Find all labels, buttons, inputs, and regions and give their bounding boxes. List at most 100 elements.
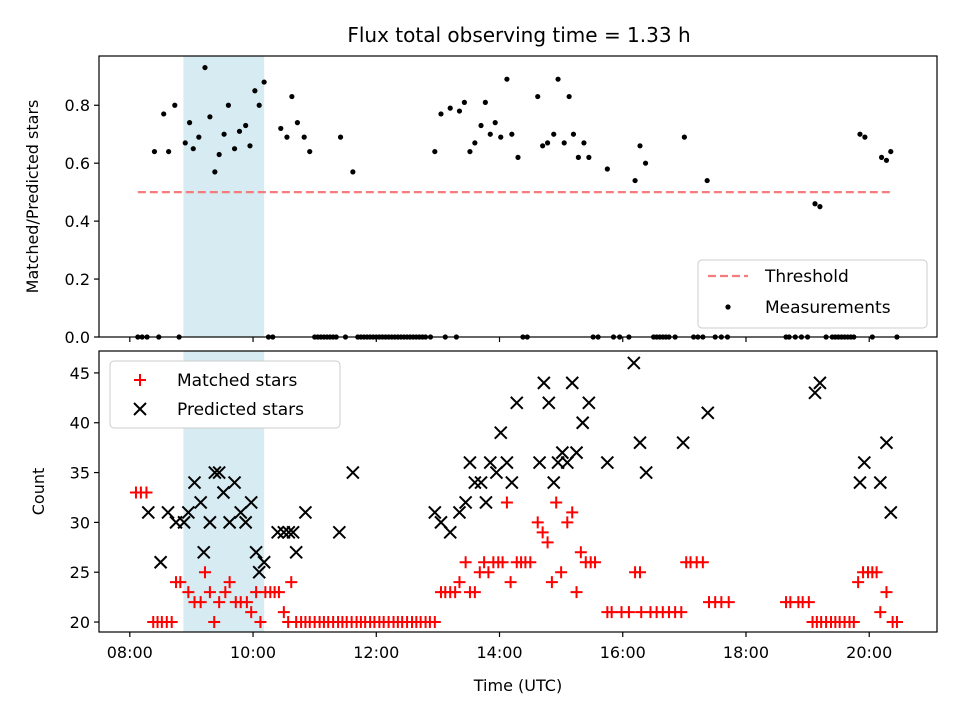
measurement-point: [566, 93, 572, 100]
predicted-point: [234, 505, 248, 520]
measurement-point: [862, 134, 868, 140]
predicted-point: [463, 455, 477, 470]
measurement-point: [535, 93, 541, 100]
measurement-point: [202, 64, 208, 71]
measurements-legend-swatch: [725, 304, 731, 310]
matched-point: [622, 606, 635, 619]
matched-point: [675, 606, 688, 619]
matched-point: [545, 576, 558, 589]
predicted-point: [249, 545, 263, 559]
predicted-point: [181, 505, 196, 520]
predicted-point: [808, 386, 822, 400]
ratio-ytick-label: 0.6: [65, 154, 90, 173]
measurement-point: [586, 154, 592, 160]
ratio-ylabel: Matched/Predicted stars: [23, 100, 42, 294]
ratio-ytick-label: 0.8: [65, 96, 90, 115]
predicted-point: [633, 435, 647, 450]
count-legend: Matched stars Predicted stars: [109, 360, 341, 429]
predicted-point: [701, 406, 715, 420]
count-xtick-label: 08:00: [107, 643, 153, 662]
measurement-point: [561, 140, 567, 146]
highlight-span: [183, 56, 265, 337]
measurement-point: [642, 160, 649, 166]
measurement-point: [883, 157, 890, 163]
predicted-point: [500, 455, 514, 470]
predicted-point: [346, 465, 360, 480]
matched-point: [847, 616, 860, 629]
measurement-point: [161, 111, 167, 117]
matched-point: [550, 496, 563, 509]
matched-point: [536, 526, 549, 539]
predicted-legend-swatch: [133, 402, 147, 416]
predicted-point: [555, 445, 570, 460]
measurement-point: [817, 204, 823, 210]
matched-point: [890, 616, 903, 629]
matched-point: [722, 596, 735, 609]
predicted-point: [452, 505, 467, 520]
measurement-point: [509, 131, 515, 137]
predicted-point: [187, 475, 202, 490]
measurement-point: [555, 76, 561, 82]
count-legend-box: [109, 360, 341, 429]
measurement-point: [196, 134, 202, 140]
measurement-point: [301, 134, 307, 140]
matched-point: [213, 596, 226, 609]
ratio-ytick-label: 0.4: [65, 212, 90, 231]
predicted-point: [203, 515, 217, 530]
measurement-point: [632, 177, 638, 184]
count-ytick-label: 30: [70, 513, 90, 532]
matched-point: [165, 616, 178, 629]
predicted-point: [532, 455, 547, 470]
matched-legend-swatch: [134, 374, 146, 386]
predicted-point: [639, 465, 653, 480]
matched-point: [589, 556, 602, 569]
measurement-point: [247, 143, 253, 149]
measurement-point: [478, 122, 484, 129]
measurement-point: [307, 148, 313, 155]
predicted-point: [443, 525, 457, 540]
predicted-point: [161, 505, 175, 520]
matched-point: [468, 586, 481, 599]
count-ytick-label: 25: [70, 563, 90, 582]
predicted-point: [600, 455, 615, 470]
measurement-point: [284, 134, 290, 140]
predicted-point: [676, 435, 690, 450]
matched-point: [531, 516, 544, 529]
predicted-point: [853, 475, 867, 490]
measurement-point: [467, 148, 473, 155]
matched-point: [802, 596, 815, 609]
measurement-point: [243, 122, 249, 129]
count-xtick-label: 14:00: [476, 643, 522, 662]
ratio-legend-box: [697, 259, 928, 329]
predicted-point: [468, 475, 482, 490]
legend-label-matched: Matched stars: [177, 371, 297, 391]
measurement-point: [166, 148, 172, 155]
measurement-point: [504, 76, 510, 82]
measurement-point: [186, 120, 193, 126]
matched-point: [570, 586, 583, 599]
predicted-point: [479, 495, 493, 510]
measurement-point: [212, 169, 218, 175]
measurement-point: [888, 148, 894, 155]
count-panel-frame: [98, 350, 938, 633]
predicted-point: [286, 525, 300, 540]
predicted-point: [238, 515, 253, 530]
predicted-point: [298, 505, 313, 520]
predicted-point: [141, 505, 156, 520]
predicted-point: [489, 465, 504, 480]
matched-point: [880, 586, 893, 599]
matched-point: [634, 566, 647, 579]
matched-point: [182, 586, 195, 599]
matched-point: [285, 576, 298, 589]
matched-point: [874, 606, 887, 619]
measurement-point: [681, 134, 687, 140]
count-xtick-label: 18:00: [723, 643, 769, 662]
measurement-point: [337, 134, 344, 140]
matched-point: [696, 556, 709, 569]
ratio-ytick-label: 0.2: [65, 270, 90, 289]
predicted-point: [575, 416, 590, 430]
count-ylabel: Count: [29, 468, 48, 516]
measurement-point: [482, 99, 488, 105]
measurement-point: [487, 131, 493, 137]
